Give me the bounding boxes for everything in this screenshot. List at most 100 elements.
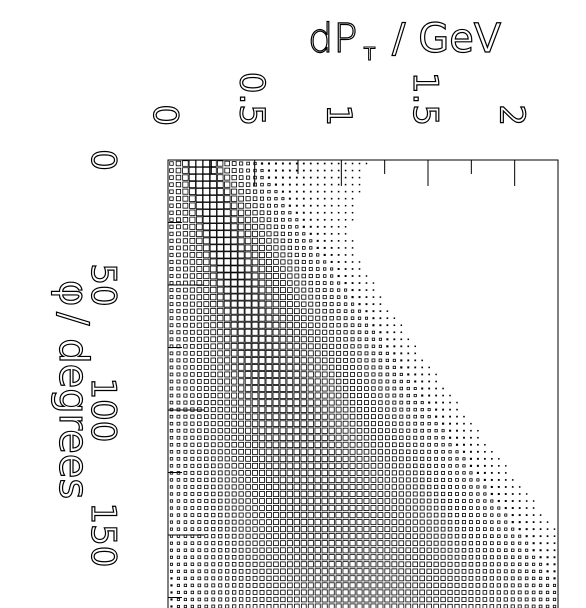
heatmap-cell xyxy=(351,219,354,221)
heatmap-cell xyxy=(223,258,231,266)
heatmap-cell xyxy=(329,329,335,335)
heatmap-cell xyxy=(419,575,425,582)
heatmap-cell xyxy=(405,568,412,575)
heatmap-cell xyxy=(426,519,432,525)
heatmap-cell xyxy=(252,217,258,223)
heatmap-cell xyxy=(183,337,188,342)
heatmap-cell xyxy=(378,400,383,405)
heatmap-cell xyxy=(218,519,223,525)
heatmap-cell xyxy=(454,561,460,567)
heatmap-cell xyxy=(265,279,273,287)
heatmap-cell xyxy=(434,436,438,440)
heatmap-cell xyxy=(321,350,328,357)
heatmap-cell xyxy=(420,428,425,433)
heatmap-cell xyxy=(484,443,486,446)
heatmap-cell xyxy=(463,436,465,439)
heatmap-cell xyxy=(378,407,383,412)
heatmap-cell xyxy=(225,576,230,581)
heatmap-cell xyxy=(321,575,328,582)
heatmap-cell xyxy=(364,365,369,370)
heatmap-cell xyxy=(321,497,328,505)
heatmap-cell xyxy=(224,385,231,392)
heatmap-cell xyxy=(426,575,432,582)
heatmap-cell xyxy=(553,549,556,552)
heatmap-cell xyxy=(400,359,403,362)
heatmap-cell xyxy=(169,267,174,271)
heatmap-cell xyxy=(237,286,245,294)
heatmap-cell xyxy=(217,463,223,469)
heatmap-cell xyxy=(273,575,279,582)
heatmap-cell xyxy=(329,309,334,314)
heatmap-cell xyxy=(300,476,307,484)
heatmap-cell xyxy=(455,471,459,475)
y-axis-ticks xyxy=(168,159,204,598)
heatmap-cell xyxy=(274,197,278,201)
heatmap-cell xyxy=(209,167,217,174)
heatmap-cell xyxy=(468,541,474,546)
heatmap-cell xyxy=(224,428,230,434)
heatmap-cell xyxy=(251,300,259,308)
heatmap-cell xyxy=(398,554,405,561)
heatmap-cell xyxy=(272,476,280,484)
heatmap-cell xyxy=(300,392,307,399)
heatmap-cell xyxy=(435,415,438,418)
heatmap-cell xyxy=(300,378,307,385)
heatmap-cell xyxy=(196,315,202,321)
heatmap-cell xyxy=(370,491,377,497)
heatmap-cell xyxy=(251,279,259,287)
heatmap-cell xyxy=(231,526,237,532)
heatmap-cell xyxy=(169,217,174,222)
heatmap-cell xyxy=(398,505,404,511)
heatmap-cell xyxy=(379,331,382,334)
heatmap-cell xyxy=(518,548,522,552)
heatmap-cell xyxy=(245,223,252,230)
heatmap-cell xyxy=(497,485,500,488)
heatmap-cell xyxy=(384,603,391,608)
heatmap-cell xyxy=(279,434,287,441)
heatmap-cell xyxy=(314,448,321,455)
heatmap-cell xyxy=(363,421,370,427)
heatmap-cell xyxy=(223,230,231,238)
heatmap-cell xyxy=(183,590,188,595)
heatmap-cell xyxy=(412,561,418,568)
heatmap-cell xyxy=(351,282,354,284)
heatmap-cell xyxy=(238,420,245,427)
heatmap-cell xyxy=(433,526,439,532)
heatmap-cell xyxy=(230,293,238,301)
heatmap-cell xyxy=(491,458,493,460)
heatmap-cell xyxy=(286,526,293,533)
heatmap-cell xyxy=(399,372,403,377)
heatmap-cell xyxy=(210,364,216,371)
heatmap-cell xyxy=(287,589,293,596)
heatmap-cell xyxy=(399,414,404,419)
heatmap-cell xyxy=(224,470,230,476)
heatmap-cell xyxy=(337,183,340,186)
heatmap-cell xyxy=(293,322,300,329)
heatmap-cell xyxy=(190,548,195,552)
heatmap-cell xyxy=(434,449,438,454)
heatmap-cell xyxy=(231,406,238,413)
heatmap-cell xyxy=(496,555,501,560)
heatmap-cell xyxy=(470,436,472,439)
heatmap-cell xyxy=(370,449,377,455)
heatmap-cell xyxy=(545,590,550,595)
heatmap-cell xyxy=(349,469,356,476)
heatmap-cell xyxy=(314,554,321,561)
heatmap-cell xyxy=(279,308,287,315)
heatmap-cell xyxy=(427,435,431,440)
heatmap-cell xyxy=(531,576,536,581)
heatmap-cell xyxy=(307,406,314,413)
heatmap-cell xyxy=(455,506,460,511)
heatmap-cell xyxy=(204,435,209,441)
heatmap-cell xyxy=(230,237,238,245)
heatmap-cell xyxy=(314,497,321,505)
heatmap-cell xyxy=(204,477,209,483)
heatmap-cell xyxy=(259,540,265,546)
heatmap-cell xyxy=(231,427,237,434)
heatmap-cell xyxy=(342,582,349,589)
heatmap-cell xyxy=(251,399,259,406)
heatmap-cell xyxy=(316,218,319,221)
heatmap-cell xyxy=(258,286,266,294)
heatmap-cell xyxy=(475,569,481,574)
heatmap-cell xyxy=(287,603,293,608)
